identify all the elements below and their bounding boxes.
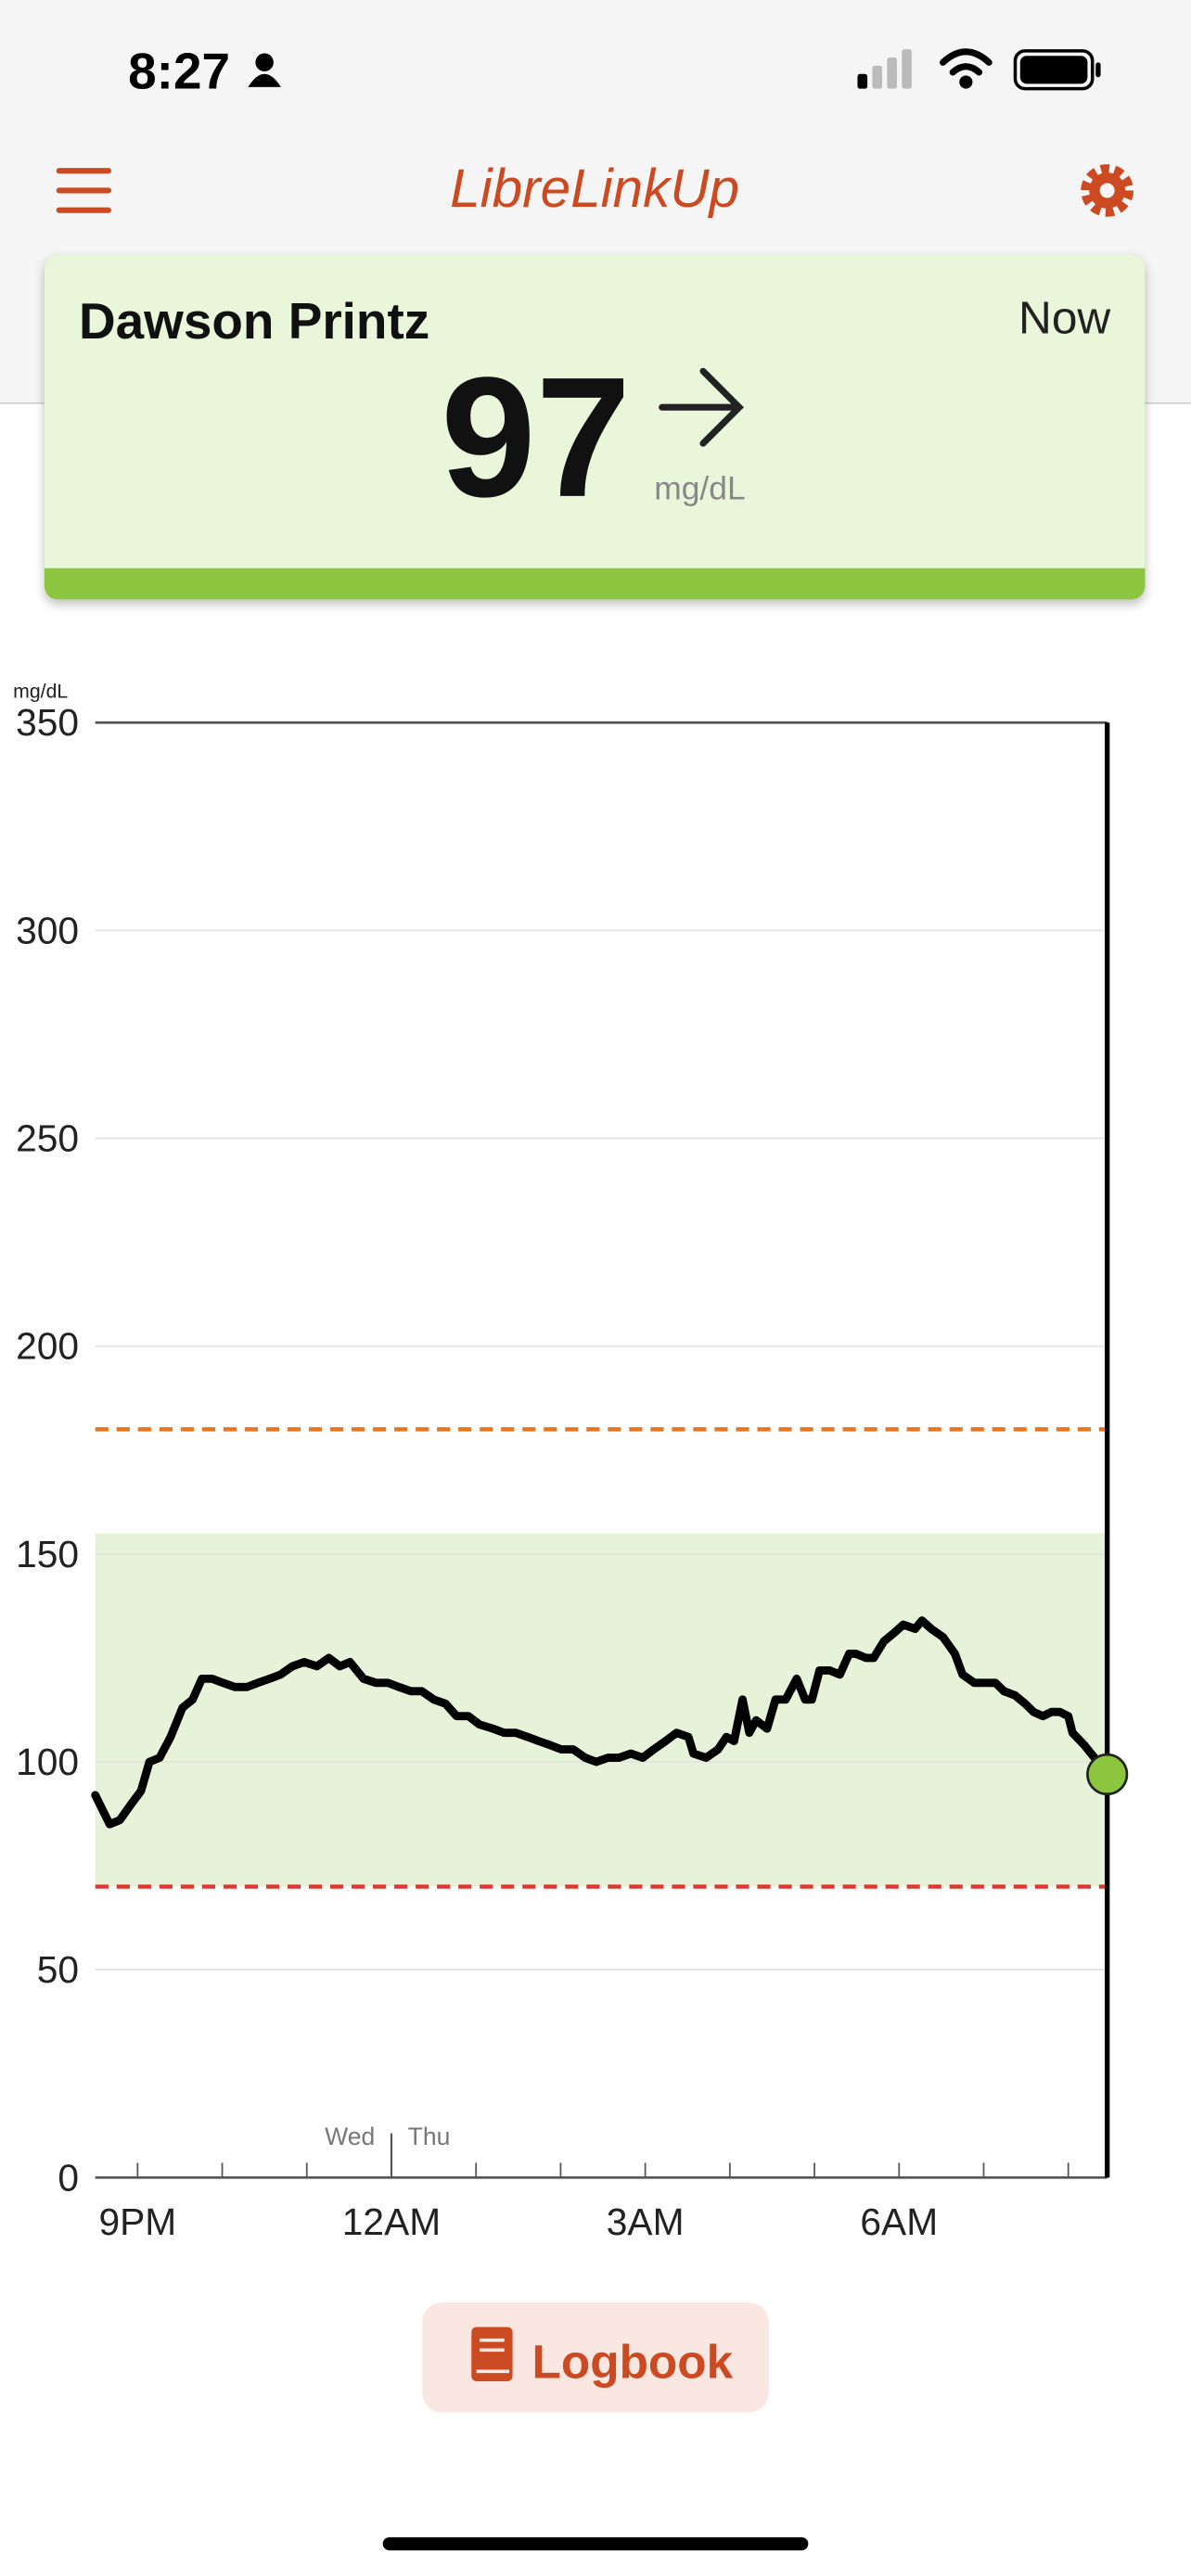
status-time: 8:27 (128, 43, 230, 100)
y-tick-label: 300 (16, 909, 79, 951)
day-label: Wed (325, 2123, 375, 2150)
app-title: LibreLinkUp (450, 159, 739, 219)
wifi-icon (940, 48, 992, 89)
glucose-line (91, 1616, 1112, 1829)
x-tick-label: 3AM (607, 2200, 685, 2243)
reading-time: Now (1018, 292, 1110, 344)
x-tick-label: 12AM (342, 2200, 441, 2243)
y-axis-unit: mg/dL (13, 681, 68, 703)
patient-name: Dawson Printz (79, 292, 429, 350)
trend-arrow (659, 367, 744, 447)
glucose-chart: mg/dL 0 50 100 150 200 250 300 350 9PM 12AM 3AM 6AM… (13, 681, 1129, 2243)
signal-icon (857, 49, 912, 89)
logbook-button[interactable]: Logbook (422, 2302, 769, 2413)
day-label: Thu (408, 2123, 451, 2150)
glucose-value: 97 (441, 342, 631, 533)
y-tick-label: 50 (37, 1948, 79, 1991)
battery-icon (1013, 49, 1101, 91)
home-indicator (382, 2537, 809, 2551)
person-icon (248, 53, 281, 87)
current-reading-marker (1086, 1753, 1129, 1796)
y-tick-label: 150 (16, 1533, 79, 1575)
y-tick-label: 200 (16, 1325, 79, 1368)
x-tick-label: 6AM (860, 2200, 938, 2243)
y-tick-label: 350 (16, 701, 79, 744)
y-tick-label: 250 (16, 1117, 79, 1160)
y-tick-label: 0 (58, 2156, 79, 2199)
glucose-unit: mg/dL (654, 469, 745, 506)
x-tick-label: 9PM (98, 2200, 176, 2243)
target-range (95, 1533, 1108, 1887)
y-tick-label: 100 (16, 1741, 79, 1783)
reading-card[interactable] (44, 254, 1146, 600)
logbook-label: Logbook (531, 2335, 733, 2388)
menu-button[interactable] (56, 168, 111, 213)
